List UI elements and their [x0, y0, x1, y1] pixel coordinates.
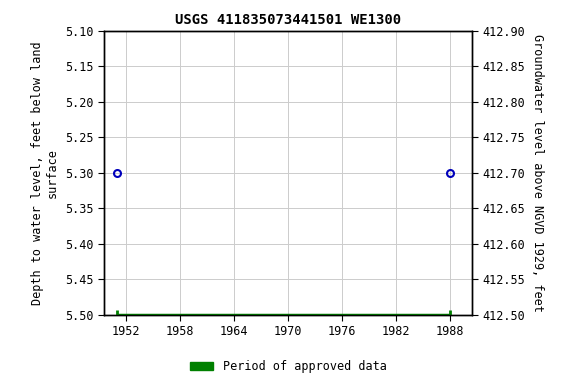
Y-axis label: Depth to water level, feet below land
surface: Depth to water level, feet below land su…	[31, 41, 59, 305]
Y-axis label: Groundwater level above NGVD 1929, feet: Groundwater level above NGVD 1929, feet	[531, 34, 544, 312]
Legend: Period of approved data: Period of approved data	[185, 356, 391, 378]
Title: USGS 411835073441501 WE1300: USGS 411835073441501 WE1300	[175, 13, 401, 27]
